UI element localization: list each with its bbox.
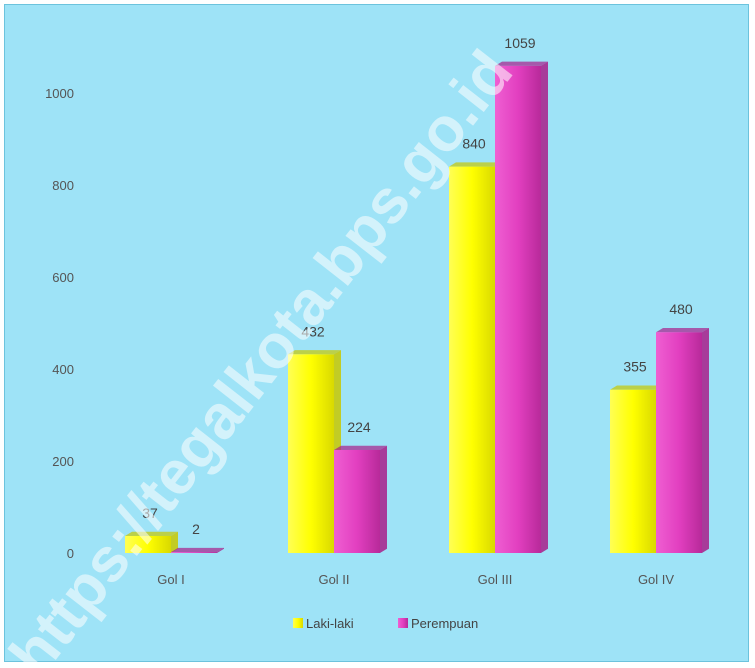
- legend: Laki-laki Perempuan: [293, 616, 478, 631]
- y-tick-label: 400: [52, 362, 74, 377]
- x-category-label: Gol III: [478, 572, 513, 587]
- bar-side: [171, 531, 178, 553]
- bar-top: [171, 547, 224, 553]
- data-label: 37: [142, 505, 158, 521]
- bars: [125, 61, 709, 554]
- data-label: 2: [192, 521, 200, 537]
- y-tick-label: 1000: [45, 86, 74, 101]
- bar-top: [656, 328, 709, 333]
- y-tick-label: 600: [52, 270, 74, 285]
- bar-side: [380, 445, 387, 553]
- legend-swatch-laki: [293, 618, 303, 628]
- bar-perempuan-4: [656, 332, 702, 553]
- legend-label-perempuan: Perempuan: [411, 616, 478, 631]
- bar-perempuan-1: [171, 552, 217, 553]
- x-category-label: Gol IV: [638, 572, 674, 587]
- data-label: 432: [301, 323, 325, 339]
- bar-top: [288, 350, 341, 355]
- bar-side: [541, 61, 548, 553]
- bar-laki-2: [288, 354, 334, 553]
- y-tick-label: 200: [52, 454, 74, 469]
- data-label: 355: [623, 359, 647, 375]
- legend-label-laki: Laki-laki: [306, 616, 354, 631]
- bar-perempuan-2: [334, 449, 380, 553]
- x-category-label: Gol II: [318, 572, 349, 587]
- bar-side: [217, 547, 224, 553]
- x-category-label: Gol I: [157, 572, 184, 587]
- data-label: 840: [462, 136, 486, 152]
- bar-perempuan-3: [495, 65, 541, 554]
- data-label: 1059: [504, 35, 535, 51]
- watermark: https://tegalkota.bps.go.id: [0, 38, 526, 668]
- bar-laki-4: [610, 389, 656, 553]
- y-tick-label: 800: [52, 178, 74, 193]
- bar-top: [449, 162, 502, 167]
- bar-top: [610, 385, 663, 390]
- y-axis: 0 200 400 600 800 1000: [45, 86, 74, 561]
- data-label: 480: [669, 301, 693, 317]
- bar-laki-1: [125, 535, 171, 553]
- data-label: 224: [347, 419, 371, 435]
- bar-top: [495, 61, 548, 66]
- bar-top: [334, 445, 387, 450]
- x-axis: Gol I Gol II Gol III Gol IV: [157, 572, 674, 587]
- bar-laki-3: [449, 166, 495, 553]
- bar-side: [702, 328, 709, 553]
- bar-top: [125, 531, 178, 536]
- y-tick-label: 0: [67, 546, 74, 561]
- legend-swatch-perempuan: [398, 618, 408, 628]
- data-labels: 37 432 840 355 2 224 1059 480: [142, 35, 693, 537]
